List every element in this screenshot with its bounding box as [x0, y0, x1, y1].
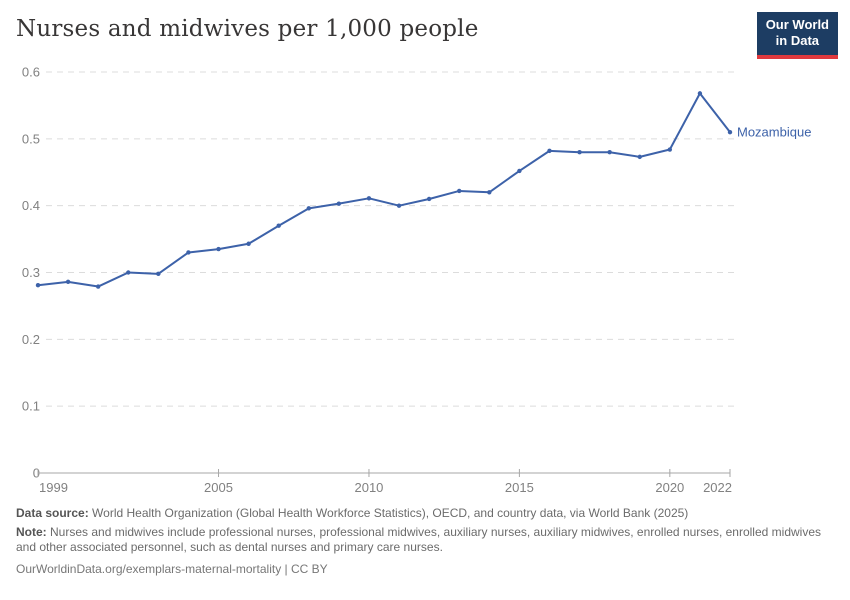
data-source-label: Data source:: [16, 506, 89, 520]
series-line-mozambique[interactable]: [37, 92, 731, 288]
data-point[interactable]: [216, 246, 221, 252]
data-point[interactable]: [95, 284, 101, 289]
data-point[interactable]: [156, 271, 161, 277]
data-source-text: World Health Organization (Global Health…: [88, 506, 689, 520]
data-point[interactable]: [306, 206, 311, 211]
y-axis-tick-label: 0.2: [22, 332, 40, 347]
line-chart[interactable]: 0 0.1 0.2 0.3 0.4 0.5 0.6 1999 2005 2010 2015 2020 2…: [0, 0, 850, 505]
data-source-line: Data source: World Health Organization (…: [16, 506, 822, 522]
data-point[interactable]: [697, 91, 703, 96]
data-point[interactable]: [727, 129, 733, 135]
note-line: Note: Nurses and midwives include profes…: [16, 525, 822, 556]
data-point[interactable]: [246, 241, 251, 246]
y-axis-tick-label: 0.6: [22, 65, 40, 80]
data-point[interactable]: [396, 203, 402, 208]
data-point[interactable]: [517, 168, 522, 174]
series-label[interactable]: Mozambique: [737, 125, 811, 140]
data-point[interactable]: [336, 201, 342, 206]
owid-logo-line1: Our World: [765, 17, 829, 32]
x-axis-tick-label: 2020: [655, 480, 684, 495]
y-axis-tick-label: 0.4: [22, 198, 40, 213]
data-point[interactable]: [607, 150, 612, 155]
data-point[interactable]: [637, 154, 642, 160]
y-axis-tick-label: 0.5: [22, 131, 40, 146]
note-label: Note:: [16, 524, 47, 539]
owid-logo: Our World in Data: [756, 12, 838, 59]
chart-footer: Data source: World Health Organization (…: [16, 506, 822, 580]
data-point[interactable]: [276, 223, 281, 228]
attribution-line: OurWorldinData.org/exemplars-maternal-mo…: [16, 561, 328, 576]
owid-logo-line2: in Data: [775, 33, 820, 49]
y-axis-tick-label: 0.1: [22, 399, 40, 414]
page-title: Nurses and midwives per 1,000 people: [16, 16, 479, 42]
data-point[interactable]: [366, 196, 372, 201]
data-point[interactable]: [577, 150, 582, 155]
x-axis-tick-label: 2005: [204, 480, 233, 495]
data-point[interactable]: [667, 147, 673, 152]
x-axis-tick-label: 1999: [39, 480, 68, 495]
note-text: Nurses and midwives include professional…: [16, 524, 821, 555]
x-axis-tick-label: 2015: [505, 480, 534, 495]
x-axis-tick-label: 2010: [354, 480, 383, 495]
data-point[interactable]: [457, 188, 462, 194]
data-point[interactable]: [126, 270, 131, 275]
data-point[interactable]: [547, 148, 552, 154]
data-point[interactable]: [186, 250, 191, 255]
data-point[interactable]: [35, 282, 41, 288]
y-axis-tick-label: 0: [33, 466, 40, 481]
x-axis-tick-label: 2022: [703, 480, 732, 495]
chart-header: Nurses and midwives per 1,000 people Our…: [16, 12, 838, 59]
y-axis-tick-label: 0.3: [22, 265, 40, 280]
data-point[interactable]: [487, 190, 492, 195]
data-point[interactable]: [65, 279, 71, 285]
data-point[interactable]: [426, 196, 432, 202]
